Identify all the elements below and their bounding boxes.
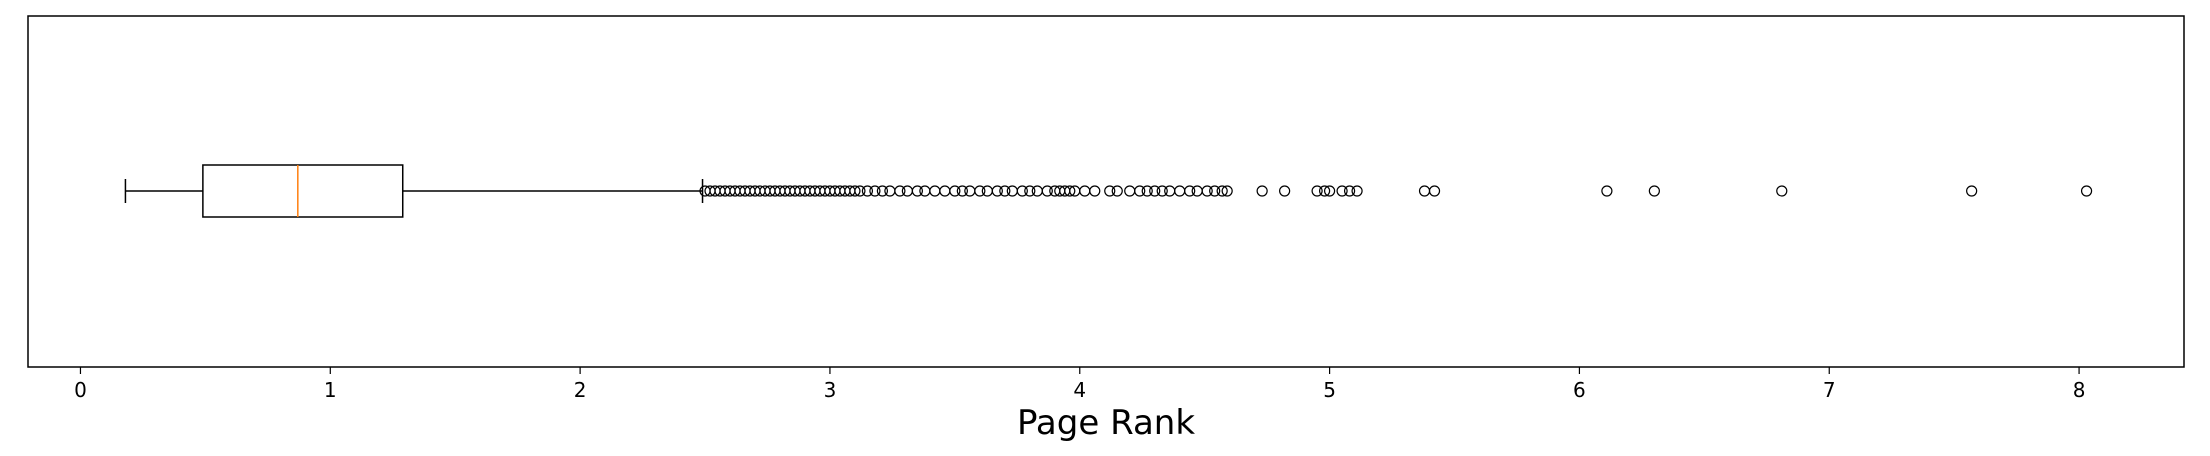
outlier-point	[876, 185, 889, 197]
iqr-box	[202, 164, 404, 218]
outlier-point	[1134, 185, 1146, 197]
outlier-point	[1024, 185, 1036, 197]
outlier-point	[1221, 185, 1233, 197]
outlier-point	[1256, 185, 1268, 197]
outlier-point	[911, 185, 923, 197]
outlier-point	[1351, 185, 1363, 197]
box-group	[124, 164, 704, 218]
outlier-point	[1209, 185, 1221, 197]
outlier-point	[1601, 185, 1613, 197]
x-tick-label: 3	[824, 378, 837, 402]
outlier-point	[1323, 185, 1336, 197]
outlier-point	[1016, 185, 1028, 197]
x-tick-label: 1	[324, 378, 337, 402]
outlier-point	[901, 185, 913, 197]
outlier-point	[861, 185, 874, 197]
outlier-point	[2080, 185, 2093, 197]
outlier-point	[1141, 185, 1153, 197]
x-tick-label: 8	[2073, 378, 2086, 402]
outlier-point	[1156, 185, 1168, 197]
plot-area-frame	[27, 15, 2185, 368]
outlier-point	[1966, 185, 1978, 197]
outlier-point	[1104, 185, 1116, 197]
outlier-point	[1279, 185, 1291, 197]
outlier-point	[849, 185, 861, 197]
outlier-point	[884, 185, 896, 197]
outlier-point	[894, 185, 906, 197]
outlier-point	[1343, 185, 1356, 197]
x-axis: 0 1 2 3 4 5 6 7 8	[74, 367, 2085, 402]
outlier-point	[1648, 185, 1660, 197]
outlier-point	[1064, 185, 1076, 197]
outlier-point	[964, 185, 976, 197]
outlier-point	[1318, 185, 1331, 197]
outlier-point	[1006, 185, 1018, 197]
outlier-point	[1164, 185, 1176, 197]
outlier-point	[929, 185, 941, 197]
outlier-point	[1111, 185, 1123, 197]
outlier-point	[869, 185, 881, 197]
outlier-point	[1149, 185, 1161, 197]
outlier-point	[1041, 185, 1053, 197]
outlier-point	[1031, 185, 1043, 197]
outlier-point	[981, 185, 993, 197]
outlier-point	[974, 185, 986, 197]
outlier-point	[854, 185, 866, 197]
outlier-point	[1089, 185, 1101, 197]
outlier-point	[1776, 185, 1788, 197]
x-axis-title: Page Rank	[1017, 403, 1195, 443]
outlier-point	[1311, 185, 1323, 197]
x-tick-label: 6	[1573, 378, 1586, 402]
outlier-point	[1184, 185, 1196, 197]
outlier-point	[1124, 185, 1136, 197]
x-tick-label: 5	[1323, 378, 1336, 402]
outlier-point	[1216, 185, 1228, 197]
outlier-point	[1418, 185, 1431, 197]
outlier-point	[919, 185, 931, 197]
x-tick-label: 2	[574, 378, 587, 402]
outlier-point	[1191, 185, 1203, 197]
outlier-point	[949, 185, 961, 197]
x-tick-label: 0	[74, 378, 87, 402]
outlier-point	[1336, 185, 1348, 197]
outlier-point	[1428, 185, 1441, 197]
outlier-point	[1201, 185, 1213, 197]
outlier-point	[1174, 185, 1186, 197]
outlier-point	[999, 185, 1011, 197]
x-tick-label: 7	[1823, 378, 1836, 402]
x-tick-label: 4	[1073, 378, 1086, 402]
outlier-point	[1079, 185, 1091, 197]
outlier-point	[939, 185, 951, 197]
outlier-group	[699, 185, 2093, 197]
outlier-point	[956, 185, 968, 197]
outlier-point	[991, 185, 1003, 197]
